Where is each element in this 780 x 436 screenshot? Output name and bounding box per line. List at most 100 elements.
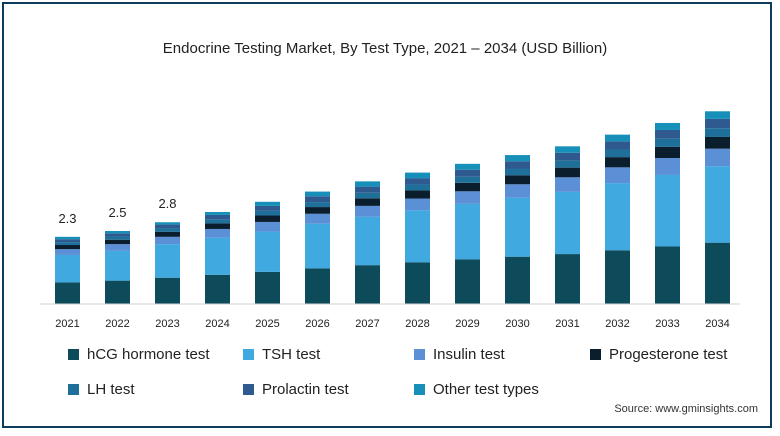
legend-item: Other test types (414, 381, 539, 398)
bar-segment-2031-1 (555, 254, 580, 304)
bar-segment-2028-3 (405, 198, 430, 211)
bar-segment-2030-4 (505, 175, 530, 185)
bar-segment-2029-4 (455, 182, 480, 192)
x-tick-label: 2024 (205, 318, 229, 330)
bar-segment-2023-2 (155, 244, 180, 278)
bar-segment-2028-6 (405, 178, 430, 185)
bar-segment-2022-6 (105, 233, 130, 237)
x-tick-label: 2034 (705, 318, 729, 330)
bar-segment-2032-1 (605, 250, 630, 304)
bar-segment-2023-5 (155, 228, 180, 232)
legend-swatch (243, 384, 254, 395)
x-tick-label: 2027 (355, 318, 379, 330)
bar-segment-2028-2 (405, 210, 430, 263)
legend-swatch (243, 349, 254, 360)
bar-segment-2027-4 (355, 198, 380, 206)
bar-segment-2022-7 (105, 231, 130, 234)
x-tick-label: 2022 (105, 318, 129, 330)
bar-segment-2022-5 (105, 236, 130, 240)
x-tick-label: 2030 (505, 318, 529, 330)
legend-label: TSH test (262, 346, 321, 363)
bar-segment-2026-2 (305, 223, 330, 269)
bar-segment-2022-4 (105, 239, 130, 245)
bar-segment-2021-3 (55, 249, 80, 255)
bar-segment-2023-1 (155, 277, 180, 304)
bar-segment-2025-3 (255, 221, 280, 232)
bar-segment-2027-2 (355, 216, 380, 266)
bar-segment-2028-4 (405, 190, 430, 199)
bar-segment-2026-1 (305, 268, 330, 304)
bar-segment-2034-1 (705, 242, 730, 304)
bar-segment-2031-2 (555, 191, 580, 255)
bar-segment-2029-1 (455, 259, 480, 304)
bar-segment-2022-3 (105, 244, 130, 251)
bar-segment-2027-5 (355, 192, 380, 199)
bar-segment-2033-6 (655, 129, 680, 139)
bar-segment-2021-7 (55, 236, 80, 240)
bar-segment-2032-7 (605, 134, 630, 142)
x-tick-label: 2026 (305, 318, 329, 330)
bar-segment-2027-1 (355, 265, 380, 304)
bar-segment-2033-2 (655, 174, 680, 247)
bar-segment-2022-1 (105, 280, 130, 304)
legend-item: Progesterone test (590, 346, 727, 363)
bar-segment-2029-6 (455, 169, 480, 177)
bar-segment-2034-7 (705, 111, 730, 119)
bar-segment-2025-1 (255, 271, 280, 304)
bar-segment-2026-4 (305, 207, 330, 214)
bar-segment-2031-7 (555, 146, 580, 153)
x-tick-label: 2032 (605, 318, 629, 330)
bar-segment-2033-4 (655, 146, 680, 158)
bar-segment-2024-2 (205, 237, 230, 275)
bar-segment-2029-3 (455, 191, 480, 204)
data-label: 2.5 (108, 205, 126, 220)
bar-segment-2032-6 (605, 141, 630, 150)
bar-segment-2028-5 (405, 184, 430, 191)
legend-swatch (414, 349, 425, 360)
legend-label: Prolactin test (262, 381, 349, 398)
bar-segment-2029-7 (455, 163, 480, 170)
bar-segment-2024-3 (205, 228, 230, 238)
bar-segment-2021-2 (55, 254, 80, 283)
source-note: Source: www.gminsights.com (614, 403, 758, 415)
legend-label: Insulin test (433, 346, 505, 363)
x-tick-label: 2029 (455, 318, 479, 330)
bar-segment-2033-1 (655, 246, 680, 304)
bar-segment-2034-5 (705, 128, 730, 137)
legend-swatch (590, 349, 601, 360)
legend-label: Progesterone test (609, 346, 728, 363)
data-label: 2.8 (158, 196, 176, 211)
bar-segment-2029-5 (455, 176, 480, 183)
bar-segment-2021-1 (55, 282, 80, 304)
x-tick-label: 2028 (405, 318, 429, 330)
bar-segment-2024-5 (205, 219, 230, 224)
bar-segment-2023-6 (155, 224, 180, 229)
legend-label: LH test (87, 381, 135, 398)
legend-item: LH test (68, 381, 135, 398)
bar-segment-2024-6 (205, 214, 230, 220)
legend-swatch (68, 384, 79, 395)
bar-segment-2027-6 (355, 186, 380, 193)
bar-segment-2023-7 (155, 222, 180, 225)
x-tick-label: 2023 (155, 318, 179, 330)
bar-segment-2028-1 (405, 262, 430, 304)
legend-item: hCG hormone test (68, 346, 210, 363)
bar-segment-2032-4 (605, 157, 630, 168)
bar-segment-2034-3 (705, 148, 730, 167)
legend-item: TSH test (243, 346, 320, 363)
bar-segment-2025-5 (255, 210, 280, 216)
x-tick-label: 2031 (555, 318, 579, 330)
bar-segment-2025-6 (255, 205, 280, 211)
bar-segment-2024-7 (205, 212, 230, 215)
bar-segment-2027-3 (355, 205, 380, 217)
bar-segment-2026-6 (305, 196, 330, 203)
bar-segment-2031-4 (555, 167, 580, 178)
bar-segment-2024-4 (205, 223, 230, 229)
bar-segment-2033-7 (655, 122, 680, 130)
bar-segment-2021-5 (55, 242, 80, 246)
chart-frame (2, 2, 772, 428)
x-tick-label: 2033 (655, 318, 679, 330)
bar-segment-2032-3 (605, 167, 630, 184)
bar-segment-2030-2 (505, 197, 530, 257)
